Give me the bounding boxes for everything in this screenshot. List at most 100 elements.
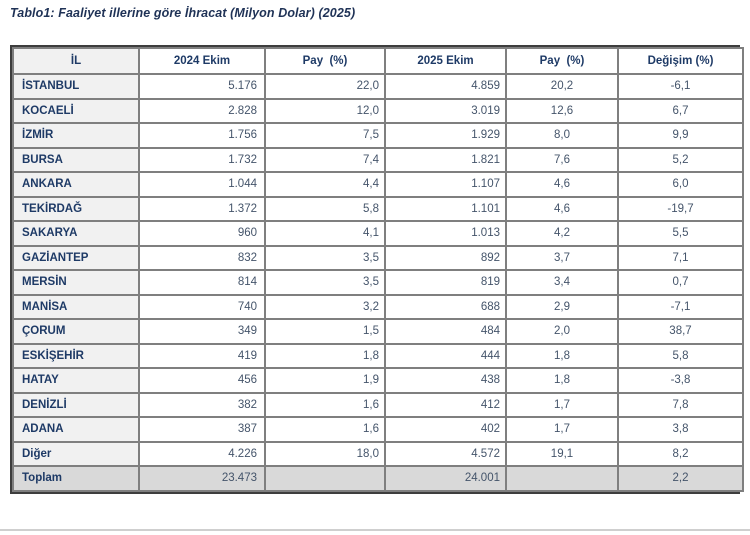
cell-2024-value: 1.756 [138, 122, 266, 149]
col-header-degisim: Değişim (%) [617, 47, 744, 75]
table-row: MERSİN 814 3,5 819 3,4 0,7 [12, 269, 744, 296]
cell-2025-value: 1.107 [384, 171, 507, 198]
cell-2025-pay: 1,7 [505, 391, 619, 418]
col-header-pay-2025: Pay (%) [505, 47, 619, 75]
cell-2024-pay: 3,2 [264, 293, 386, 320]
cell-il: Toplam [12, 465, 140, 492]
cell-2025-pay: 2,0 [505, 318, 619, 345]
cell-2024-pay [264, 465, 386, 492]
table-row: SAKARYA 960 4,1 1.013 4,2 5,5 [12, 220, 744, 247]
cell-2024-value: 832 [138, 244, 266, 271]
cell-il: SAKARYA [12, 220, 140, 247]
cell-degisim: -3,8 [617, 367, 744, 394]
cell-il: Diğer [12, 440, 140, 467]
cell-2024-value: 740 [138, 293, 266, 320]
cell-2024-pay: 4,1 [264, 220, 386, 247]
cell-2025-value: 892 [384, 244, 507, 271]
table-row: ADANA 387 1,6 402 1,7 3,8 [12, 416, 744, 443]
table-row: Diğer 4.226 18,0 4.572 19,1 8,2 [12, 440, 744, 467]
total-row: Toplam 23.473 24.001 2,2 [12, 465, 744, 492]
cell-degisim: 5,8 [617, 342, 744, 369]
cell-2024-value: 1.044 [138, 171, 266, 198]
cell-2025-value: 24.001 [384, 465, 507, 492]
cell-2024-pay: 3,5 [264, 269, 386, 296]
cell-2024-value: 960 [138, 220, 266, 247]
cell-2024-value: 2.828 [138, 97, 266, 124]
col-header-il: İL [12, 47, 140, 75]
cell-2025-value: 4.572 [384, 440, 507, 467]
cell-degisim: 6,7 [617, 97, 744, 124]
table-row: MANİSA 740 3,2 688 2,9 -7,1 [12, 293, 744, 320]
cell-2025-pay: 1,7 [505, 416, 619, 443]
cell-il: HATAY [12, 367, 140, 394]
cell-il: ESKİŞEHİR [12, 342, 140, 369]
cell-2025-value: 444 [384, 342, 507, 369]
col-header-2024-ekim: 2024 Ekim [138, 47, 266, 75]
cell-2025-value: 438 [384, 367, 507, 394]
table-row: İZMİR 1.756 7,5 1.929 8,0 9,9 [12, 122, 744, 149]
cell-2025-pay: 7,6 [505, 146, 619, 173]
table-row: GAZİANTEP 832 3,5 892 3,7 7,1 [12, 244, 744, 271]
cell-2025-pay: 4,2 [505, 220, 619, 247]
table-row: BURSA 1.732 7,4 1.821 7,6 5,2 [12, 146, 744, 173]
cell-degisim: 7,8 [617, 391, 744, 418]
table-body: İSTANBUL 5.176 22,0 4.859 20,2 -6,1 KOCAELİ 2.8… [12, 73, 744, 492]
table-row: TEKİRDAĞ 1.372 5,8 1.101 4,6 -19,7 [12, 195, 744, 222]
cell-2024-pay: 1,6 [264, 391, 386, 418]
cell-2024-value: 23.473 [138, 465, 266, 492]
cell-2024-pay: 7,5 [264, 122, 386, 149]
cell-degisim: 5,5 [617, 220, 744, 247]
cell-2024-pay: 3,5 [264, 244, 386, 271]
cell-2025-pay: 1,8 [505, 342, 619, 369]
col-header-2025-ekim: 2025 Ekim [384, 47, 507, 75]
bottom-divider [0, 529, 750, 531]
cell-2024-pay: 22,0 [264, 73, 386, 100]
cell-il: GAZİANTEP [12, 244, 140, 271]
cell-2025-pay [505, 465, 619, 492]
cell-degisim: 0,7 [617, 269, 744, 296]
cell-degisim: 6,0 [617, 171, 744, 198]
col-header-pay-2024: Pay (%) [264, 47, 386, 75]
cell-2025-value: 3.019 [384, 97, 507, 124]
cell-degisim: 7,1 [617, 244, 744, 271]
cell-2025-value: 819 [384, 269, 507, 296]
cell-il: TEKİRDAĞ [12, 195, 140, 222]
cell-2025-value: 1.929 [384, 122, 507, 149]
cell-2024-value: 387 [138, 416, 266, 443]
cell-2025-value: 1.013 [384, 220, 507, 247]
cell-2024-pay: 1,5 [264, 318, 386, 345]
cell-il: ÇORUM [12, 318, 140, 345]
cell-2024-pay: 1,8 [264, 342, 386, 369]
cell-degisim: 8,2 [617, 440, 744, 467]
cell-il: KOCAELİ [12, 97, 140, 124]
cell-2025-pay: 3,4 [505, 269, 619, 296]
cell-2024-value: 349 [138, 318, 266, 345]
cell-2025-value: 688 [384, 293, 507, 320]
table-row: ESKİŞEHİR 419 1,8 444 1,8 5,8 [12, 342, 744, 369]
cell-2024-value: 1.732 [138, 146, 266, 173]
cell-2024-pay: 7,4 [264, 146, 386, 173]
cell-2024-value: 1.372 [138, 195, 266, 222]
table-row: HATAY 456 1,9 438 1,8 -3,8 [12, 367, 744, 394]
table-row: KOCAELİ 2.828 12,0 3.019 12,6 6,7 [12, 97, 744, 124]
cell-2025-pay: 19,1 [505, 440, 619, 467]
cell-2025-pay: 2,9 [505, 293, 619, 320]
cell-2025-pay: 8,0 [505, 122, 619, 149]
cell-il: İZMİR [12, 122, 140, 149]
cell-2025-pay: 12,6 [505, 97, 619, 124]
cell-2025-value: 4.859 [384, 73, 507, 100]
export-table-wrapper: İL 2024 Ekim Pay (%) 2025 Ekim Pay (%) D… [10, 45, 744, 494]
table-row: ANKARA 1.044 4,4 1.107 4,6 6,0 [12, 171, 744, 198]
cell-2025-pay: 4,6 [505, 195, 619, 222]
cell-2024-value: 4.226 [138, 440, 266, 467]
cell-degisim: 9,9 [617, 122, 744, 149]
cell-degisim: 3,8 [617, 416, 744, 443]
cell-2024-pay: 12,0 [264, 97, 386, 124]
cell-2025-pay: 20,2 [505, 73, 619, 100]
cell-2024-pay: 18,0 [264, 440, 386, 467]
cell-2025-value: 412 [384, 391, 507, 418]
table-row: DENİZLİ 382 1,6 412 1,7 7,8 [12, 391, 744, 418]
cell-2025-value: 484 [384, 318, 507, 345]
table-title: Tablo1: Faaliyet illerine göre İhracat (… [10, 6, 356, 20]
